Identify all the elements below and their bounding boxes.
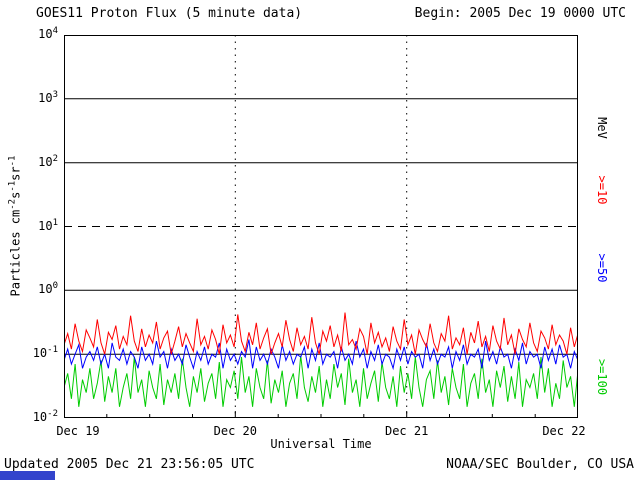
- right-axis-label-MeV: MeV: [595, 117, 609, 139]
- y-axis-title-exp2: -1: [7, 180, 18, 192]
- x-tick-label: Dec 19: [56, 424, 100, 438]
- x-tick-label: Dec 20: [213, 424, 257, 438]
- updated-timestamp-label: Updated 2005 Dec 21 23:56:05 UTC: [4, 457, 255, 472]
- y-tick-label: 10-2: [32, 409, 58, 424]
- x-tick-label: Dec 22: [542, 424, 586, 438]
- y-tick-label: 102: [38, 153, 58, 169]
- y-tick-label: 10-1: [32, 345, 58, 361]
- y-axis-title-unit1: s: [8, 191, 23, 199]
- y-tick-label: 103: [38, 89, 58, 105]
- chart-title: GOES11 Proton Flux (5 minute data): [36, 6, 303, 21]
- y-axis-title-exp1: -2: [7, 198, 18, 210]
- y-tick-label: 101: [38, 217, 58, 233]
- flux-chart: [63, 35, 579, 418]
- right-axis-label-10: >=10: [595, 175, 609, 205]
- begin-timestamp-label: Begin: 2005 Dec 19 0000 UTC: [414, 6, 626, 21]
- right-axis-label-100: >=100: [595, 358, 609, 396]
- x-tick-label: Dec 21: [384, 424, 429, 438]
- x-axis-title: Universal Time: [270, 437, 372, 451]
- y-tick-label: 104: [38, 26, 58, 41]
- plot-area: [63, 35, 579, 418]
- y-tick-label: 100: [38, 281, 58, 297]
- source-attribution-label: NOAA/SEC Boulder, CO USA: [446, 457, 634, 472]
- right-axis-label-50: >=50: [595, 253, 609, 283]
- corner-blue-strip: [0, 471, 55, 480]
